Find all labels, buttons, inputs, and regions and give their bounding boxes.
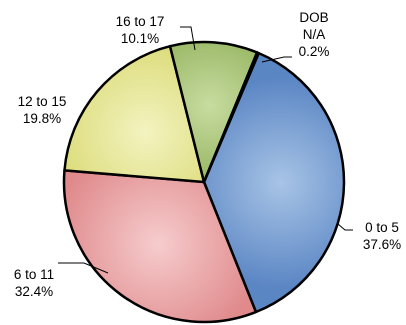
leader-line-6-to-11: [58, 262, 109, 274]
leader-line-dob-n-a: [261, 56, 292, 63]
pie-slice-6-to-11: [62, 169, 258, 324]
pie-slice-12-to-15: [63, 44, 206, 184]
slice-category-label-dob-n-a: N/A: [303, 27, 326, 42]
slice-category-label-12-to-15: 12 to 15: [18, 94, 67, 109]
slice-value-label-0-to-5: 37.6%: [363, 237, 401, 252]
pie-slice-dob-n-a: [202, 51, 260, 184]
slice-category-label-6-to-11: 6 to 11: [14, 267, 54, 282]
slice-value-label-12-to-15: 19.8%: [23, 111, 61, 126]
pie-slice-16-to-17: [168, 40, 259, 184]
slice-labels: 0 to 5 37.6% 6 to 11 32.4% 12 to 15 19.8% 16 t…: [14, 10, 401, 299]
slice-category-label-0-to-5: 0 to 5: [365, 220, 399, 235]
slice-value-label-6-to-11: 32.4%: [15, 284, 53, 299]
slice-value-label-dob-n-a: 0.2%: [299, 44, 330, 59]
leader-line-0-to-5: [337, 223, 353, 231]
slice-value-label-16-to-17: 10.1%: [121, 31, 159, 46]
slice-category-label-16-to-17: 16 to 17: [116, 14, 165, 29]
leader-line-16-to-17: [180, 26, 196, 51]
leader-lines: [58, 26, 353, 274]
pie-slice-0-to-5: [202, 51, 346, 314]
pie-slices: [62, 40, 346, 324]
slice-category-label-dob-n-a: DOB: [299, 10, 328, 25]
